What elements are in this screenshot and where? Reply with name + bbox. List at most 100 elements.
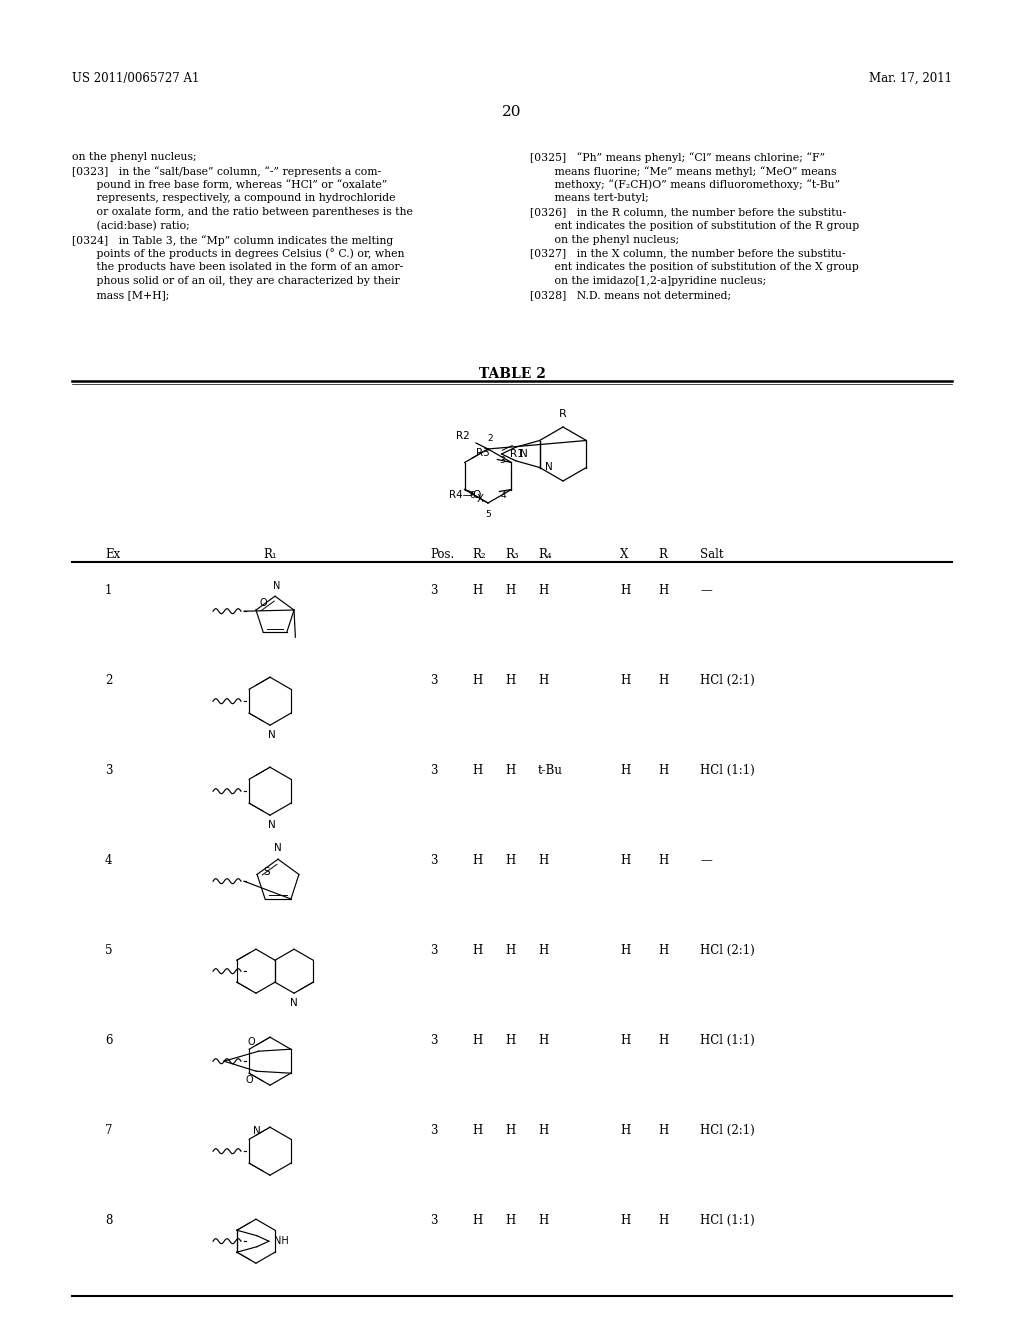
Text: 5: 5 — [485, 510, 490, 519]
Text: the products have been isolated in the form of an amor-: the products have been isolated in the f… — [72, 263, 403, 272]
Text: 4: 4 — [501, 491, 507, 500]
Text: R3: R3 — [475, 447, 489, 458]
Text: H: H — [538, 675, 548, 686]
Text: 3: 3 — [430, 583, 437, 597]
Text: 8: 8 — [105, 1214, 113, 1228]
Text: 3: 3 — [430, 764, 437, 777]
Text: R1: R1 — [510, 449, 523, 459]
Text: Pos.: Pos. — [430, 548, 455, 561]
Text: 3: 3 — [430, 854, 437, 867]
Text: H: H — [620, 854, 630, 867]
Text: N: N — [253, 1126, 261, 1137]
Text: H: H — [658, 944, 669, 957]
Text: R₃: R₃ — [505, 548, 518, 561]
Text: HCl (1:1): HCl (1:1) — [700, 764, 755, 777]
Text: N: N — [545, 462, 552, 473]
Text: H: H — [505, 1125, 515, 1137]
Text: H: H — [620, 764, 630, 777]
Text: US 2011/0065727 A1: US 2011/0065727 A1 — [72, 73, 200, 84]
Text: [0324]   in Table 3, the “Mp” column indicates the melting: [0324] in Table 3, the “Mp” column indic… — [72, 235, 393, 246]
Text: HCl (2:1): HCl (2:1) — [700, 944, 755, 957]
Text: O: O — [248, 1038, 256, 1047]
Text: 7: 7 — [105, 1125, 113, 1137]
Text: 3: 3 — [430, 944, 437, 957]
Text: mass [M+H];: mass [M+H]; — [72, 290, 169, 300]
Text: H: H — [505, 944, 515, 957]
Text: on the phenyl nucleus;: on the phenyl nucleus; — [72, 152, 197, 162]
Text: H: H — [658, 1214, 669, 1228]
Text: N: N — [268, 820, 275, 830]
Text: H: H — [620, 944, 630, 957]
Text: H: H — [505, 1214, 515, 1228]
Text: pound in free base form, whereas “HCl” or “oxalate”: pound in free base form, whereas “HCl” o… — [72, 180, 387, 190]
Text: 20: 20 — [502, 106, 522, 119]
Text: Salt: Salt — [700, 548, 724, 561]
Text: 5: 5 — [105, 944, 113, 957]
Text: 6: 6 — [470, 491, 475, 500]
Text: R: R — [658, 548, 667, 561]
Text: TABLE 2: TABLE 2 — [478, 367, 546, 381]
Text: phous solid or of an oil, they are characterized by their: phous solid or of an oil, they are chara… — [72, 276, 399, 286]
Text: means fluorine; “Me” means methyl; “MeO” means: means fluorine; “Me” means methyl; “MeO”… — [530, 166, 837, 177]
Text: H: H — [472, 583, 482, 597]
Text: 4: 4 — [105, 854, 113, 867]
Text: points of the products in degrees Celsius (° C.) or, when: points of the products in degrees Celsiu… — [72, 248, 404, 260]
Text: [0326]   in the R column, the number before the substitu-: [0326] in the R column, the number befor… — [530, 207, 846, 218]
Text: R₄: R₄ — [538, 548, 552, 561]
Text: [0325]   “Ph” means phenyl; “Cl” means chlorine; “F”: [0325] “Ph” means phenyl; “Cl” means chl… — [530, 152, 825, 162]
Text: (acid:base) ratio;: (acid:base) ratio; — [72, 220, 189, 231]
Text: R: R — [559, 409, 567, 418]
Text: 3: 3 — [105, 764, 113, 777]
Text: N: N — [519, 449, 527, 459]
Text: [0328]   N.D. means not determined;: [0328] N.D. means not determined; — [530, 290, 731, 300]
Text: H: H — [472, 1214, 482, 1228]
Text: [0327]   in the X column, the number before the substitu-: [0327] in the X column, the number befor… — [530, 248, 846, 259]
Text: N: N — [290, 998, 298, 1008]
Text: H: H — [472, 854, 482, 867]
Text: or oxalate form, and the ratio between parentheses is the: or oxalate form, and the ratio between p… — [72, 207, 413, 218]
Text: H: H — [538, 944, 548, 957]
Text: X: X — [476, 494, 483, 503]
Text: HCl (2:1): HCl (2:1) — [700, 1125, 755, 1137]
Text: H: H — [505, 854, 515, 867]
Text: ent indicates the position of substitution of the R group: ent indicates the position of substituti… — [530, 220, 859, 231]
Text: H: H — [658, 854, 669, 867]
Text: —: — — [700, 854, 712, 867]
Text: ent indicates the position of substitution of the X group: ent indicates the position of substituti… — [530, 263, 859, 272]
Text: Ex: Ex — [105, 548, 120, 561]
Text: H: H — [620, 675, 630, 686]
Text: R₁: R₁ — [263, 548, 276, 561]
Text: H: H — [538, 1034, 548, 1047]
Text: 2: 2 — [105, 675, 113, 686]
Text: on the phenyl nucleus;: on the phenyl nucleus; — [530, 235, 679, 244]
Text: H: H — [472, 1034, 482, 1047]
Text: H: H — [620, 1034, 630, 1047]
Text: 3: 3 — [430, 1034, 437, 1047]
Text: H: H — [505, 1034, 515, 1047]
Text: H: H — [658, 583, 669, 597]
Text: HCl (1:1): HCl (1:1) — [700, 1034, 755, 1047]
Text: H: H — [472, 675, 482, 686]
Text: O: O — [246, 1076, 253, 1085]
Text: methoxy; “(F₂CH)O” means difluoromethoxy; “t-Bu”: methoxy; “(F₂CH)O” means difluoromethoxy… — [530, 180, 840, 190]
Text: H: H — [658, 764, 669, 777]
Text: —: — — [700, 583, 712, 597]
Text: [0323]   in the “salt/base” column, “-” represents a com-: [0323] in the “salt/base” column, “-” re… — [72, 166, 381, 177]
Text: 3: 3 — [430, 1214, 437, 1228]
Text: H: H — [538, 583, 548, 597]
Text: H: H — [538, 1125, 548, 1137]
Text: N: N — [273, 581, 281, 591]
Text: H: H — [538, 854, 548, 867]
Text: HCl (2:1): HCl (2:1) — [700, 675, 755, 686]
Text: H: H — [620, 1214, 630, 1228]
Text: 6: 6 — [105, 1034, 113, 1047]
Text: 3: 3 — [500, 455, 506, 465]
Text: H: H — [472, 764, 482, 777]
Text: N: N — [274, 843, 282, 853]
Text: 2: 2 — [487, 434, 493, 444]
Text: H: H — [658, 1034, 669, 1047]
Text: S: S — [263, 867, 269, 878]
Text: 1: 1 — [105, 583, 113, 597]
Text: H: H — [538, 1214, 548, 1228]
Text: H: H — [472, 944, 482, 957]
